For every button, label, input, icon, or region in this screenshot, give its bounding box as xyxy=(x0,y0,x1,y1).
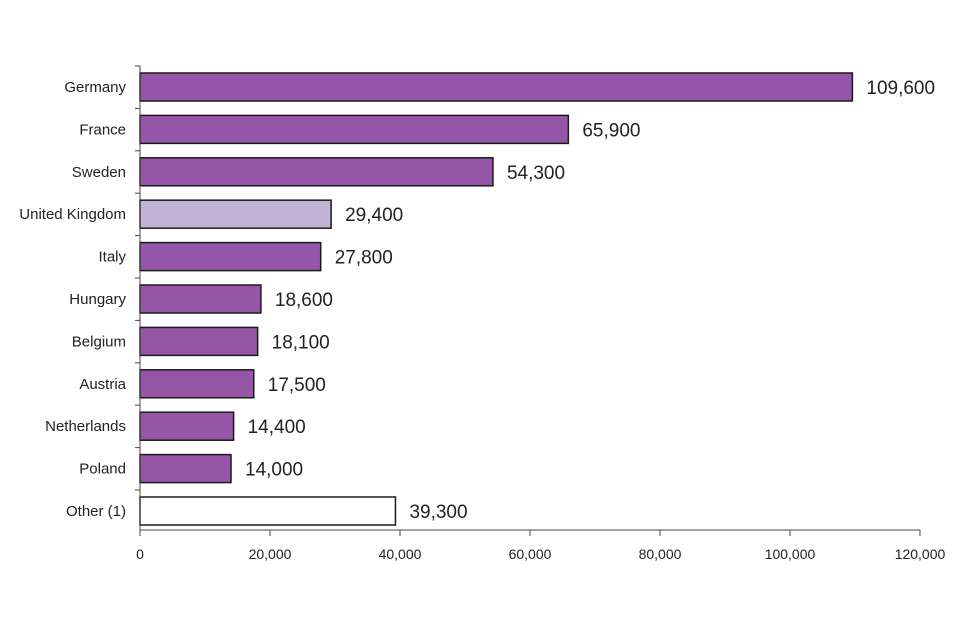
x-tick-label-6: 120,000 xyxy=(895,546,946,562)
category-label-9: Poland xyxy=(79,461,126,478)
axis-layer: 0 20,000 40,000 60,000 80,000 100,000 120,000 xyxy=(135,65,946,562)
bar-10 xyxy=(139,496,397,526)
category-label-10: Other (1) xyxy=(66,503,126,520)
value-label-4: 27,800 xyxy=(335,248,393,269)
category-label-1: France xyxy=(79,121,126,138)
category-label-3: United Kingdom xyxy=(19,206,126,223)
labels-layer: Germany 109,600 France 65,900 Sweden 54,300 Un… xyxy=(19,78,935,523)
category-label-4: Italy xyxy=(98,249,126,266)
bar-7 xyxy=(139,369,255,399)
bar-2 xyxy=(139,157,494,187)
x-tick-label-5: 100,000 xyxy=(765,546,816,562)
x-tick-label-3: 60,000 xyxy=(509,546,552,562)
bar-4 xyxy=(139,241,322,272)
value-label-0: 109,600 xyxy=(866,78,935,99)
bars-layer xyxy=(139,72,854,526)
bar-3 xyxy=(139,199,332,229)
bar-5 xyxy=(139,284,262,314)
bar-0 xyxy=(139,72,854,102)
value-label-7: 17,500 xyxy=(268,375,326,396)
value-label-3: 29,400 xyxy=(345,205,403,226)
category-label-8: Netherlands xyxy=(45,418,126,435)
bar-9 xyxy=(139,453,232,484)
value-label-6: 18,100 xyxy=(272,332,330,353)
bar-1 xyxy=(139,114,570,145)
x-tick-label-2: 40,000 xyxy=(379,546,422,562)
category-label-6: Belgium xyxy=(72,333,126,350)
value-label-10: 39,300 xyxy=(409,502,467,523)
x-tick-label-4: 80,000 xyxy=(639,546,682,562)
bar-8 xyxy=(139,411,235,441)
category-label-0: Germany xyxy=(64,79,126,96)
value-label-9: 14,000 xyxy=(245,460,303,481)
value-label-8: 14,400 xyxy=(248,417,306,438)
bar-6 xyxy=(139,326,259,357)
value-label-2: 54,300 xyxy=(507,163,565,184)
value-label-5: 18,600 xyxy=(275,290,333,311)
category-label-7: Austria xyxy=(79,376,126,393)
category-label-5: Hungary xyxy=(69,291,126,308)
category-label-2: Sweden xyxy=(72,164,126,181)
x-tick-label-0: 0 xyxy=(136,546,144,562)
x-tick-label-1: 20,000 xyxy=(249,546,292,562)
value-label-1: 65,900 xyxy=(582,120,640,141)
